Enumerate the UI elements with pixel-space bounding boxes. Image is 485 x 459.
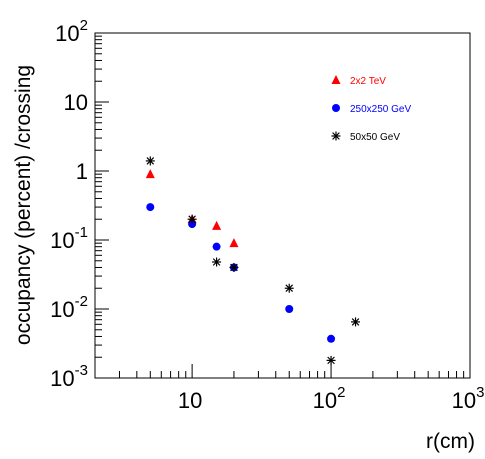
data-point-star <box>145 156 155 166</box>
legend-marker-circle <box>332 104 340 112</box>
data-point-star <box>284 283 294 293</box>
y-axis-ticks <box>95 32 109 379</box>
y-tick-label: 10-2 <box>50 293 88 322</box>
data-point-star <box>229 262 239 272</box>
data-point-star <box>351 317 361 327</box>
data-points <box>145 156 361 365</box>
data-point-star <box>326 355 336 365</box>
x-axis-ticks <box>94 364 471 378</box>
x-axis-tick-labels: 10 102 103 <box>178 384 485 413</box>
data-point-circle <box>285 305 294 313</box>
legend-label: 250x250 GeV <box>350 104 411 115</box>
y-tick-label: 10 <box>64 90 88 115</box>
x-tick-label: 102 <box>313 384 346 413</box>
legend-label: 2x2 TeV <box>350 76 386 87</box>
legend-label: 50x50 GeV <box>350 132 400 143</box>
data-point-triangle <box>212 220 222 230</box>
data-point-circle <box>212 242 221 251</box>
x-tick-label: 10 <box>178 388 202 413</box>
plot-frame <box>94 32 471 379</box>
data-point-circle <box>327 334 336 343</box>
y-axis-tick-labels: 10-3 10-2 10-1 1 10 102 <box>50 17 88 391</box>
legend-marker-star <box>331 131 341 141</box>
y-tick-label: 102 <box>55 17 88 46</box>
data-point-star <box>212 257 222 267</box>
x-tick-label: 103 <box>452 384 485 413</box>
data-point-circle <box>146 203 155 212</box>
y-tick-label: 10-3 <box>50 362 88 391</box>
data-point-star <box>187 214 197 224</box>
data-point-triangle <box>229 238 239 248</box>
legend-marker-triangle <box>331 75 341 84</box>
y-axis-title: occupancy (percent) /crossing <box>12 65 35 345</box>
data-point-circle <box>188 220 197 229</box>
y-tick-label: 10-1 <box>50 224 88 253</box>
legend: 2x2 TeV 250x250 GeV 50x50 GeV <box>331 75 411 143</box>
data-point-triangle <box>145 169 155 179</box>
x-axis-title: r(cm) <box>426 430 475 453</box>
y-tick-label: 1 <box>76 159 88 184</box>
